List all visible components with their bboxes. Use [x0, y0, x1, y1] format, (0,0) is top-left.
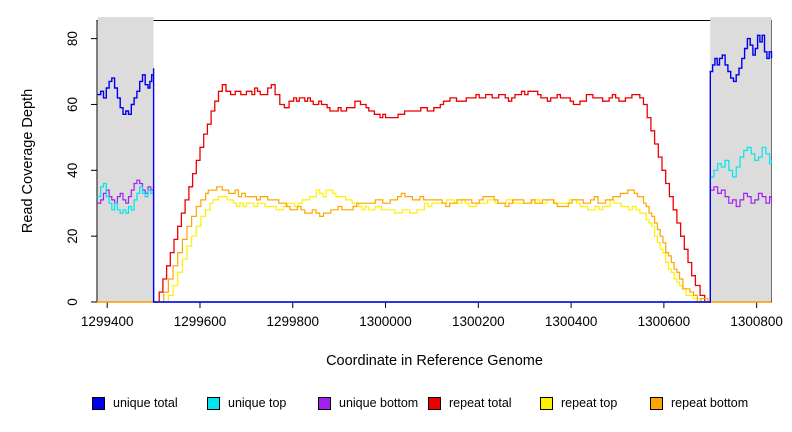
legend-label: unique total — [113, 396, 178, 410]
x-tick-label: 1300200 — [452, 314, 505, 329]
plot-box — [96, 20, 772, 303]
series-line-unique-bottom — [97, 179, 773, 303]
legend-item-unique-bottom: unique bottom — [318, 396, 418, 410]
legend-swatch-unique-top — [207, 396, 220, 410]
series-line-unique-top — [97, 146, 773, 303]
legend-label: unique top — [228, 396, 287, 410]
legend-label: unique bottom — [339, 396, 419, 410]
series-line-repeat-total — [97, 84, 772, 303]
x-tick-label: 1300400 — [545, 314, 598, 329]
legend-swatch-repeat-top — [540, 396, 553, 410]
legend-label: repeat top — [561, 396, 618, 410]
legend-swatch-unique-total — [92, 396, 105, 410]
legend-item-unique-total: unique total — [92, 396, 178, 410]
y-tick-label: 40 — [65, 163, 80, 178]
legend-swatch-unique-bottom — [318, 396, 331, 410]
legend-swatch-repeat-bottom — [650, 396, 663, 410]
series-line-repeat-bottom — [97, 186, 772, 303]
x-tick-label: 1300600 — [638, 314, 691, 329]
legend-label: repeat total — [449, 396, 512, 410]
x-tick-label: 1300000 — [359, 314, 412, 329]
legend-item-unique-top: unique top — [207, 396, 286, 410]
y-tick-label: 80 — [65, 31, 80, 46]
x-axis-title: Coordinate in Reference Genome — [326, 353, 543, 369]
x-tick-label: 1299400 — [81, 314, 134, 329]
x-tick-label: 1299800 — [266, 314, 319, 329]
legend: unique total unique top unique bottom repea… — [0, 396, 792, 420]
x-tick-label: 1299600 — [174, 314, 227, 329]
legend-item-repeat-total: repeat total — [428, 396, 512, 410]
series-line-unique-total — [97, 34, 773, 303]
legend-label: repeat bottom — [671, 396, 749, 410]
y-axis-title: Read Coverage Depth — [20, 88, 36, 234]
shaded-region-right — [710, 17, 772, 303]
x-tick-label: 1300800 — [730, 314, 783, 329]
y-tick-label: 20 — [65, 229, 80, 244]
series-line-repeat-top — [97, 189, 772, 303]
y-tick-label: 0 — [65, 298, 80, 306]
y-tick-label: 60 — [65, 97, 80, 112]
legend-swatch-repeat-total — [428, 396, 441, 410]
coverage-plot: 1299400 1299600 1299800 1300000 1300200 13004… — [65, 17, 783, 329]
legend-item-repeat-bottom: repeat bottom — [650, 396, 748, 410]
legend-item-repeat-top: repeat top — [540, 396, 617, 410]
shaded-region-left — [97, 17, 154, 303]
